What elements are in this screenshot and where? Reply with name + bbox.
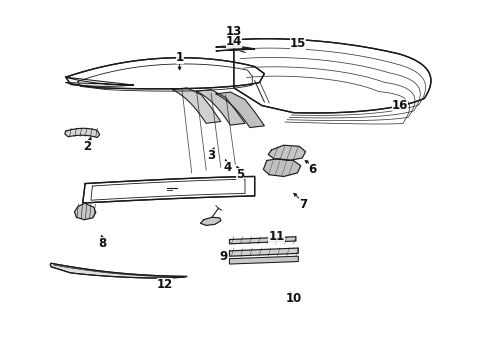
Polygon shape bbox=[74, 203, 96, 220]
Text: 1: 1 bbox=[175, 51, 184, 64]
Polygon shape bbox=[66, 58, 265, 89]
Text: 14: 14 bbox=[226, 35, 242, 48]
Text: 3: 3 bbox=[207, 149, 215, 162]
Text: 13: 13 bbox=[226, 24, 242, 38]
Text: 7: 7 bbox=[299, 198, 307, 211]
Polygon shape bbox=[229, 248, 298, 256]
Text: 4: 4 bbox=[224, 161, 232, 174]
Text: 5: 5 bbox=[236, 168, 245, 181]
Polygon shape bbox=[268, 145, 306, 161]
Polygon shape bbox=[196, 90, 245, 125]
Polygon shape bbox=[50, 263, 187, 278]
Text: 10: 10 bbox=[285, 292, 301, 305]
Text: 16: 16 bbox=[392, 99, 408, 112]
Polygon shape bbox=[200, 217, 221, 225]
Polygon shape bbox=[264, 159, 301, 176]
Text: 12: 12 bbox=[157, 278, 173, 291]
Polygon shape bbox=[229, 256, 298, 264]
Text: 2: 2 bbox=[83, 140, 92, 153]
Polygon shape bbox=[65, 128, 99, 138]
Text: 8: 8 bbox=[98, 237, 106, 250]
Text: 15: 15 bbox=[290, 37, 306, 50]
Text: 6: 6 bbox=[309, 163, 317, 176]
Polygon shape bbox=[83, 176, 255, 203]
Polygon shape bbox=[216, 46, 255, 51]
Polygon shape bbox=[66, 77, 134, 86]
Polygon shape bbox=[229, 237, 296, 244]
Polygon shape bbox=[216, 92, 265, 127]
Polygon shape bbox=[172, 88, 221, 123]
Text: 9: 9 bbox=[219, 250, 227, 263]
Polygon shape bbox=[234, 39, 431, 113]
Text: 11: 11 bbox=[269, 230, 285, 243]
